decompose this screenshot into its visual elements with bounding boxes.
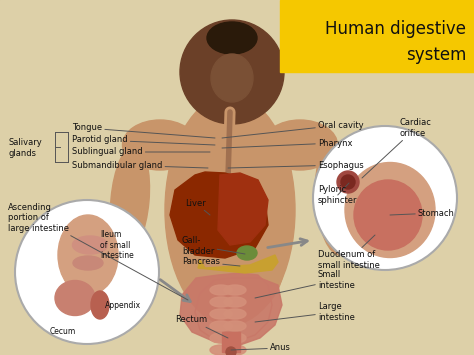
- Bar: [280, 0, 474, 72]
- Text: Gall-
bladder: Gall- bladder: [182, 236, 245, 256]
- Polygon shape: [180, 273, 282, 345]
- Ellipse shape: [73, 256, 103, 270]
- Ellipse shape: [345, 163, 435, 257]
- Circle shape: [15, 200, 159, 344]
- Polygon shape: [198, 255, 278, 273]
- Ellipse shape: [224, 285, 246, 295]
- Ellipse shape: [224, 297, 246, 307]
- Ellipse shape: [210, 333, 232, 343]
- Ellipse shape: [224, 309, 246, 319]
- Ellipse shape: [207, 22, 257, 54]
- Ellipse shape: [237, 246, 257, 260]
- Ellipse shape: [122, 120, 198, 170]
- Ellipse shape: [58, 215, 118, 295]
- Circle shape: [180, 20, 284, 124]
- Text: Oral cavity: Oral cavity: [222, 120, 364, 138]
- Ellipse shape: [341, 175, 355, 189]
- Text: Stomach: Stomach: [390, 208, 455, 218]
- Ellipse shape: [55, 280, 95, 316]
- Text: Ileum
of small
intestine: Ileum of small intestine: [100, 230, 134, 260]
- Text: Liver: Liver: [185, 198, 210, 215]
- Ellipse shape: [354, 180, 422, 250]
- Circle shape: [313, 126, 457, 270]
- Ellipse shape: [73, 236, 108, 254]
- Text: Pharynx: Pharynx: [222, 138, 353, 148]
- Text: Sublingual gland: Sublingual gland: [72, 147, 210, 157]
- Text: Parotid gland: Parotid gland: [72, 136, 215, 145]
- Ellipse shape: [316, 145, 355, 255]
- Bar: [222, 332, 240, 352]
- Ellipse shape: [224, 345, 246, 355]
- Ellipse shape: [210, 285, 232, 295]
- Text: Pyloric
sphincter: Pyloric sphincter: [318, 183, 357, 205]
- Ellipse shape: [224, 321, 246, 331]
- Polygon shape: [218, 173, 268, 245]
- Text: Appendix: Appendix: [105, 300, 141, 310]
- Text: system: system: [406, 46, 466, 64]
- Text: Ascending
portion of
large intestine: Ascending portion of large intestine: [8, 203, 188, 300]
- Ellipse shape: [210, 321, 232, 331]
- Ellipse shape: [165, 95, 295, 325]
- Circle shape: [226, 347, 236, 355]
- Ellipse shape: [177, 120, 287, 220]
- Text: Cecum: Cecum: [50, 328, 76, 337]
- Ellipse shape: [180, 200, 284, 320]
- Polygon shape: [170, 172, 268, 258]
- Text: Salivary
glands: Salivary glands: [8, 138, 42, 158]
- Text: Human digestive: Human digestive: [325, 20, 466, 38]
- Ellipse shape: [337, 171, 359, 193]
- Ellipse shape: [211, 54, 253, 102]
- Text: Small
intestine: Small intestine: [255, 270, 355, 298]
- Text: Tongue: Tongue: [72, 124, 215, 138]
- Text: Large
intestine: Large intestine: [255, 302, 355, 322]
- Ellipse shape: [224, 333, 246, 343]
- Ellipse shape: [263, 120, 337, 170]
- Ellipse shape: [110, 145, 149, 255]
- Text: Duodenum of
small intestine: Duodenum of small intestine: [318, 235, 380, 270]
- Bar: [213, 105, 247, 145]
- Text: Cardiac
orifice: Cardiac orifice: [362, 118, 432, 178]
- Ellipse shape: [210, 345, 232, 355]
- Text: Esophagus: Esophagus: [228, 160, 364, 169]
- Ellipse shape: [91, 291, 109, 319]
- Ellipse shape: [210, 309, 232, 319]
- Text: Rectum: Rectum: [175, 316, 228, 338]
- Ellipse shape: [210, 297, 232, 307]
- Text: Anus: Anus: [231, 344, 291, 353]
- Text: Submandibular gland: Submandibular gland: [72, 160, 208, 169]
- Text: Pancreas: Pancreas: [182, 257, 240, 267]
